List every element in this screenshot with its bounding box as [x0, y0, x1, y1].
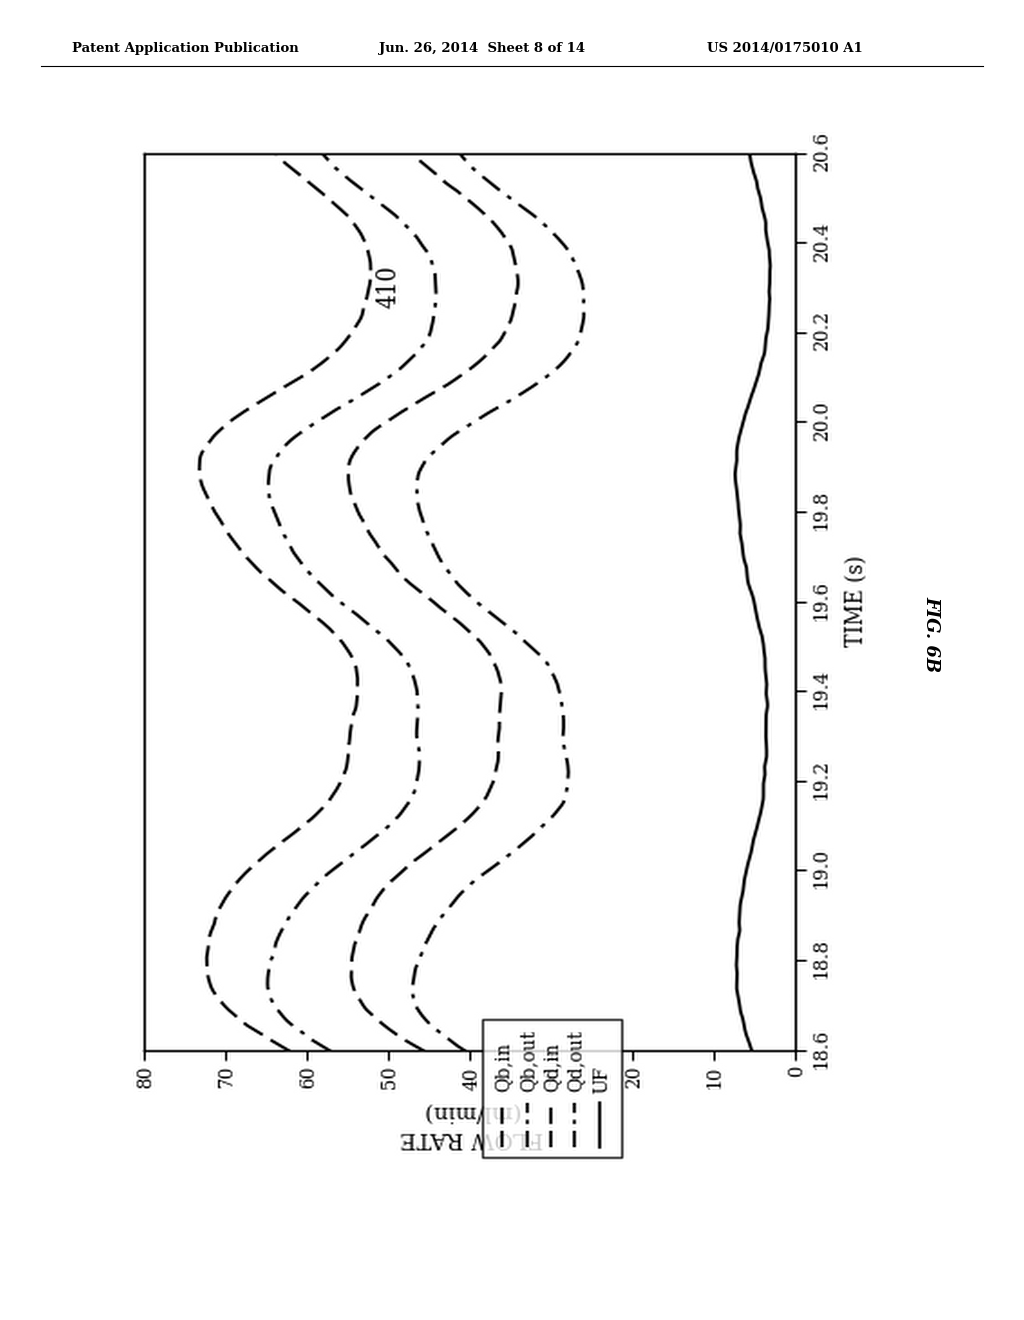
Text: US 2014/0175010 A1: US 2014/0175010 A1: [707, 42, 862, 55]
Text: FIG. 6B: FIG. 6B: [923, 595, 941, 672]
Text: Patent Application Publication: Patent Application Publication: [72, 42, 298, 55]
Text: Jun. 26, 2014  Sheet 8 of 14: Jun. 26, 2014 Sheet 8 of 14: [379, 42, 585, 55]
